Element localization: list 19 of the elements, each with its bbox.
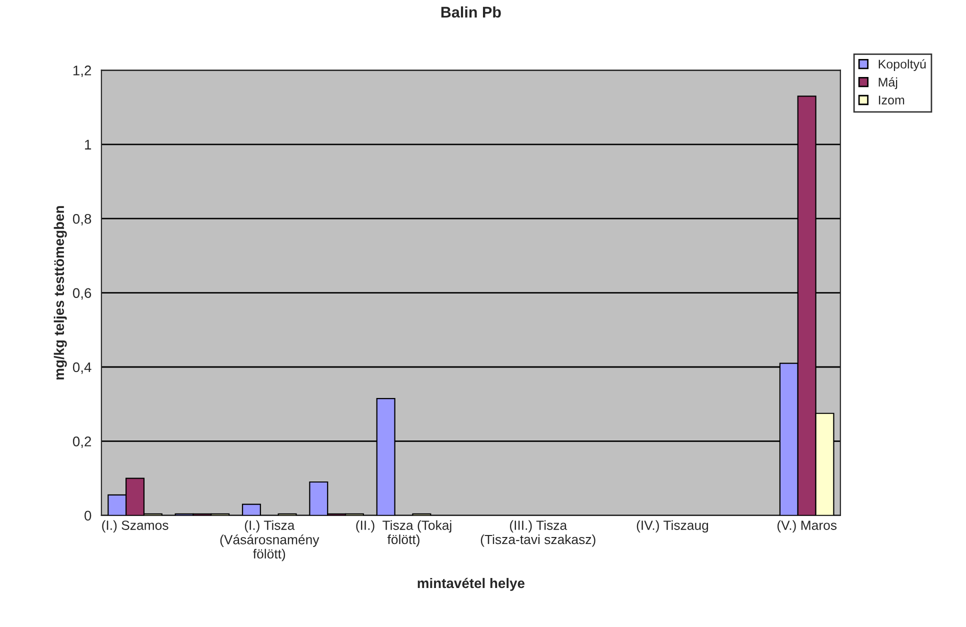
y-tick-label: 1,2 (73, 66, 92, 78)
chart-title: Balin Pb (441, 6, 501, 18)
x-tick-label: (II.) Tisza (Tokaj fölött) (356, 520, 452, 547)
x-tick-label: (IV.) Tiszaug (636, 520, 708, 533)
y-tick-label: 0,2 (72, 436, 92, 448)
x-tick-label: (V.) Maros (777, 520, 837, 533)
legend-label: Kopoltyú (878, 59, 926, 72)
x-tick-label: (I.) Szamos (102, 520, 168, 533)
legend-label: Máj (878, 77, 898, 90)
x-tick-label: (III.) Tisza (Tisza-tavi szakasz) (480, 520, 596, 547)
x-axis-title: mintavétel helye (418, 578, 524, 591)
y-axis-title: mg/kg teljes testtömegben (54, 206, 67, 380)
y-tick-label: 0,4 (72, 362, 92, 374)
y-tick-label: 0 (84, 510, 92, 521)
legend-label: Izom (878, 96, 904, 104)
x-tick-label: (I.) Tisza (Vásárosnamény fölött) (220, 520, 320, 562)
y-tick-label: 1 (85, 140, 92, 150)
y-tick-label: 0,6 (72, 288, 92, 300)
y-tick-label: 0,8 (72, 214, 92, 226)
